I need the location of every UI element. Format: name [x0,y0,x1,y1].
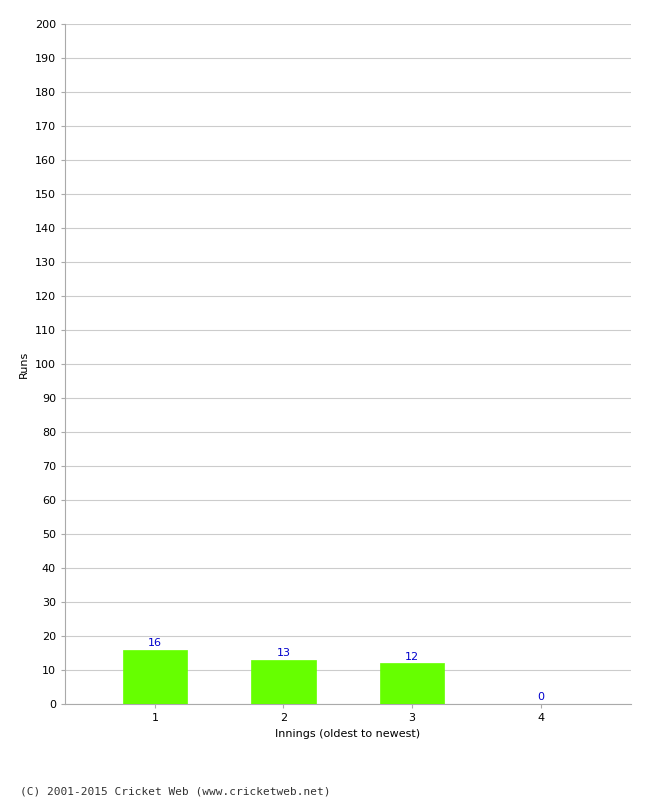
X-axis label: Innings (oldest to newest): Innings (oldest to newest) [275,729,421,738]
Bar [380,663,444,704]
Bar [123,650,187,704]
Y-axis label: Runs: Runs [20,350,29,378]
Text: 13: 13 [276,648,291,658]
Bar [252,660,316,704]
Text: (C) 2001-2015 Cricket Web (www.cricketweb.net): (C) 2001-2015 Cricket Web (www.cricketwe… [20,786,330,796]
Text: 0: 0 [537,692,544,702]
Text: 16: 16 [148,638,162,648]
Text: 12: 12 [405,651,419,662]
